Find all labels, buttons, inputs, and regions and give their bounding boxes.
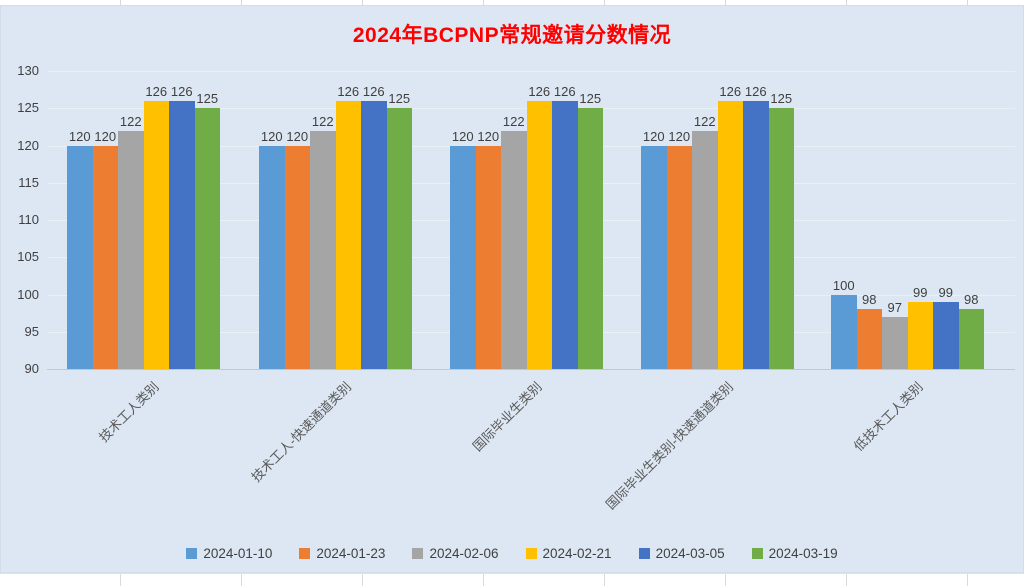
y-axis-tick-label: 130 — [17, 63, 39, 78]
y-gridline — [47, 71, 1015, 72]
chart-title: 2024年BCPNP常规邀请分数情况 — [352, 24, 672, 47]
bar-2024-02-06-cat5 — [882, 316, 908, 369]
bar-data-label: 126 — [362, 83, 385, 99]
bar-data-label: 120 — [260, 128, 283, 144]
bar-data-label: 122 — [693, 113, 716, 129]
bar-data-label: 98 — [862, 292, 877, 308]
legend-label: 2024-02-21 — [542, 546, 612, 561]
bar-2024-02-21-cat4 — [717, 100, 743, 369]
bar-2024-01-23-cat4 — [666, 145, 692, 369]
chart-canvas[interactable]: 2024年BCPNP常规邀请分数情况 90 95 100 105 110 115 120 12… — [0, 5, 1024, 573]
bar-data-label: 125 — [579, 91, 602, 107]
y-axis-tick-label: 120 — [17, 137, 39, 153]
bar-data-label: 99 — [938, 284, 953, 300]
bar-data-label: 120 — [642, 128, 665, 144]
bar-data-label: 126 — [170, 83, 193, 99]
bar-2024-01-23-cat2 — [284, 145, 310, 369]
legend-swatch-icon — [751, 548, 763, 559]
bar-2024-02-06-cat3 — [501, 130, 527, 369]
x-axis-line — [47, 369, 1015, 370]
bar-data-label: 120 — [286, 128, 309, 144]
x-axis-category-label: 技术工人类别 — [96, 379, 163, 445]
legend-swatch-icon — [412, 548, 424, 559]
bar-2024-01-10-cat5 — [831, 294, 857, 369]
bar-data-label: 125 — [770, 91, 793, 107]
legend-label: 2024-03-19 — [768, 546, 838, 561]
bar-2024-02-21-cat3 — [526, 100, 552, 369]
bar-2024-03-19-cat3 — [577, 108, 603, 369]
bar-data-label: 126 — [719, 83, 742, 99]
bar-data-label: 122 — [502, 113, 525, 129]
bar-2024-03-19-cat2 — [386, 108, 412, 369]
bar-2024-03-05-cat4 — [743, 100, 769, 369]
spreadsheet-gridline-strip-bottom — [0, 573, 1024, 586]
legend-item-2024-03-19: 2024-03-19 — [751, 546, 838, 561]
bar-data-label: 125 — [196, 91, 219, 107]
bar-2024-01-23-cat5 — [856, 309, 882, 369]
bar-2024-03-05-cat3 — [552, 100, 578, 369]
bar-data-label: 120 — [451, 128, 474, 144]
bar-2024-01-23-cat1 — [92, 145, 118, 369]
bar-data-label: 122 — [119, 113, 142, 129]
legend-label: 2024-03-05 — [655, 546, 725, 561]
bar-2024-01-10-cat4 — [641, 145, 667, 369]
legend-swatch-icon — [638, 548, 650, 559]
y-axis-tick-label: 125 — [17, 100, 39, 116]
bar-data-label: 120 — [68, 128, 91, 144]
bar-2024-02-21-cat2 — [335, 100, 361, 369]
x-axis-category-label: 国际毕业生类别 — [470, 379, 546, 455]
bar-2024-02-21-cat5 — [907, 301, 933, 369]
y-axis-tick-label: 110 — [18, 212, 39, 227]
legend-item-2024-02-21: 2024-02-21 — [525, 546, 612, 561]
y-axis-tick-label: 115 — [18, 174, 39, 190]
legend-swatch-icon — [186, 548, 198, 559]
bar-2024-01-10-cat2 — [259, 145, 285, 369]
bar-data-label: 120 — [668, 128, 691, 144]
x-axis-category-label: 技术工人-快速通道类别 — [248, 379, 355, 485]
legend-item-2024-02-06: 2024-02-06 — [412, 546, 499, 561]
bar-data-label: 120 — [477, 128, 500, 144]
bar-2024-01-10-cat3 — [450, 145, 476, 369]
legend-label: 2024-01-10 — [203, 546, 273, 561]
bar-data-label: 100 — [832, 277, 855, 293]
bar-data-label: 126 — [145, 83, 168, 99]
bar-2024-02-06-cat4 — [692, 130, 718, 369]
legend-swatch-icon — [299, 548, 311, 559]
legend-item-2024-03-05: 2024-03-05 — [638, 546, 725, 561]
bar-2024-01-10-cat1 — [67, 145, 93, 369]
bar-2024-01-23-cat3 — [475, 145, 501, 369]
bar-data-label: 97 — [887, 299, 902, 315]
bar-data-label: 99 — [913, 284, 928, 300]
bar-data-label: 126 — [553, 83, 576, 99]
legend-item-2024-01-10: 2024-01-10 — [186, 546, 272, 561]
bar-data-label: 125 — [388, 91, 411, 107]
bar-data-label: 120 — [94, 128, 117, 144]
bar-data-label: 126 — [337, 83, 360, 99]
y-axis-tick-label: 95 — [24, 323, 39, 339]
bar-2024-02-21-cat1 — [143, 100, 169, 369]
legend-label: 2024-01-23 — [316, 546, 386, 561]
bar-2024-03-05-cat5 — [933, 301, 959, 369]
legend-item-2024-01-23: 2024-01-23 — [299, 546, 385, 561]
bar-2024-03-05-cat1 — [169, 100, 195, 369]
legend-swatch-icon — [525, 548, 537, 559]
x-axis-category-label: 低技术工人类别 — [851, 379, 927, 455]
bar-data-label: 126 — [744, 83, 767, 99]
y-axis-tick-label: 90 — [24, 361, 39, 376]
y-axis-tick-label: 100 — [17, 286, 39, 302]
bar-2024-03-19-cat1 — [194, 108, 220, 369]
legend-label: 2024-02-06 — [429, 546, 499, 561]
bar-2024-03-05-cat2 — [361, 100, 387, 369]
bar-2024-03-19-cat4 — [768, 108, 794, 369]
bar-data-label: 122 — [311, 113, 334, 129]
spreadsheet-gridline-strip-top — [0, 0, 1024, 5]
bar-2024-02-06-cat1 — [118, 130, 144, 369]
x-axis-category-label: 国际毕业生类别-快速通道类别 — [603, 379, 737, 513]
bar-2024-02-06-cat2 — [310, 130, 336, 369]
legend: 2024-01-10 2024-01-23 2024-02-06 2024-02-21… — [1, 546, 1023, 561]
bar-data-label: 126 — [528, 83, 551, 99]
bar-data-label: 98 — [964, 292, 979, 308]
y-axis-tick-label: 105 — [17, 249, 39, 265]
bar-2024-03-19-cat5 — [958, 309, 984, 369]
